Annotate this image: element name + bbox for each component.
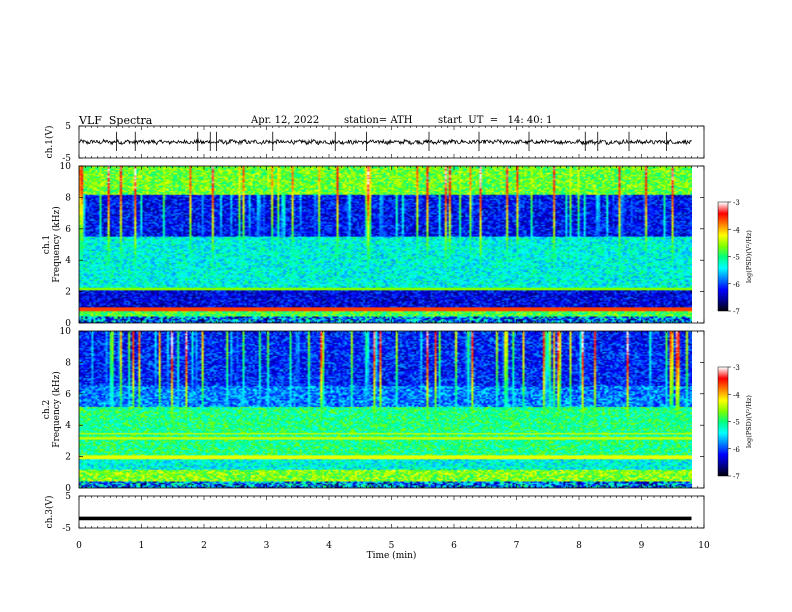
ch2-spectrogram-ytick-label: 10 <box>60 327 72 337</box>
ch1-spectrogram-ytick-label: 4 <box>65 256 71 266</box>
x-tick-label: 2 <box>201 541 207 551</box>
ch2-spectrogram-ytick-label: 8 <box>65 358 71 368</box>
ch1-waveform-ytick-label: 5 <box>65 122 71 132</box>
x-tick-label: 10 <box>698 541 710 551</box>
ch1-spectrogram-colorbar-tick-label: -5 <box>733 254 740 262</box>
ch2-spectrogram-ylabel: ch.2Frequency (kHz) <box>42 371 62 448</box>
ch1-spectrogram-colorbar-tick-label: -4 <box>733 226 740 234</box>
ch1-spectrogram-colorbar-tick-label: -6 <box>733 281 740 289</box>
ch1-spectrogram-ytick-label: 8 <box>65 193 71 203</box>
plot-panels: 5 -5 ch.1(V) -3 -4 -5 -6 -7 log(PSD)(V²/Hz) 0 2 4 6 8… <box>42 122 753 534</box>
x-tick-label: 9 <box>639 541 645 551</box>
x-tick-label: 7 <box>514 541 520 551</box>
ch1-waveform-trace <box>78 137 692 146</box>
ch2-spectrogram-colorbar-tick-label: -4 <box>733 391 740 399</box>
ch1-waveform-ylabel: ch.1(V) <box>44 126 55 159</box>
ch1-spectrogram-ytick-label: 6 <box>65 225 71 235</box>
ch1-waveform-ytick-label: -5 <box>62 154 71 164</box>
header-station: station= ATH <box>344 115 413 126</box>
ch1-spectrogram-colorbar-label: log(PSD)(V²/Hz) <box>745 230 753 283</box>
ch3-waveform-ytick-label: -5 <box>62 524 71 534</box>
x-tick-label: 0 <box>76 541 82 551</box>
time-axis: 0 1 2 3 4 5 6 7 8 9 10 Time (min) <box>76 541 710 561</box>
x-tick-label: 8 <box>576 541 582 551</box>
ch2-spectrogram-colorbar <box>718 367 728 476</box>
ch2-spectrogram-ytick-label: 0 <box>65 484 71 494</box>
header-title: VLF Spectra <box>79 114 153 127</box>
ch1-spectrogram-ytick-label: 2 <box>65 288 71 298</box>
header-start-time: start UT = 14: 40: 1 <box>438 115 553 126</box>
ch2-spectrogram-colorbar-tick-label: -5 <box>733 419 740 427</box>
ch1-spectrogram-spectrogram-image <box>79 166 692 323</box>
ch1-spectrogram-colorbar-tick-label: -7 <box>733 308 740 316</box>
x-tick-label: 5 <box>389 541 395 551</box>
ch3-waveform-ytick-label: 5 <box>65 492 71 502</box>
ch2-spectrogram-ytick-label: 2 <box>65 453 71 463</box>
x-tick-label: 6 <box>451 541 457 551</box>
x-axis-label: Time (min) <box>367 550 417 561</box>
ch1-spectrogram-ytick-label: 0 <box>65 319 71 329</box>
ch2-spectrogram-ytick-label: 4 <box>65 421 71 431</box>
ch3-waveform-ylabel: ch.3(V) <box>44 496 55 529</box>
ch3-waveform-frame <box>78 495 705 529</box>
ch2-spectrogram-spectrogram-image <box>79 331 692 488</box>
ch2-spectrogram-colorbar-tick-label: -7 <box>733 473 740 481</box>
x-tick-label: 1 <box>139 541 145 551</box>
ch2-spectrogram-colorbar-label: log(PSD)(V²/Hz) <box>745 395 753 448</box>
header-date: Apr. 12, 2022 <box>251 115 320 126</box>
ch1-spectrogram-colorbar-tick-label: -3 <box>733 199 740 207</box>
x-tick-label: 3 <box>264 541 270 551</box>
ch1-spectrogram-ylabel: ch.1Frequency (kHz) <box>42 206 62 283</box>
ch2-spectrogram-ytick-label: 6 <box>65 390 71 400</box>
ch2-spectrogram-colorbar-tick-label: -3 <box>733 364 740 372</box>
ch1-spectrogram-colorbar <box>718 202 728 311</box>
ch2-spectrogram-colorbar-tick-label: -6 <box>733 446 740 454</box>
ch1-spectrogram-ytick-label: 10 <box>60 162 72 172</box>
x-tick-label: 4 <box>326 541 332 551</box>
